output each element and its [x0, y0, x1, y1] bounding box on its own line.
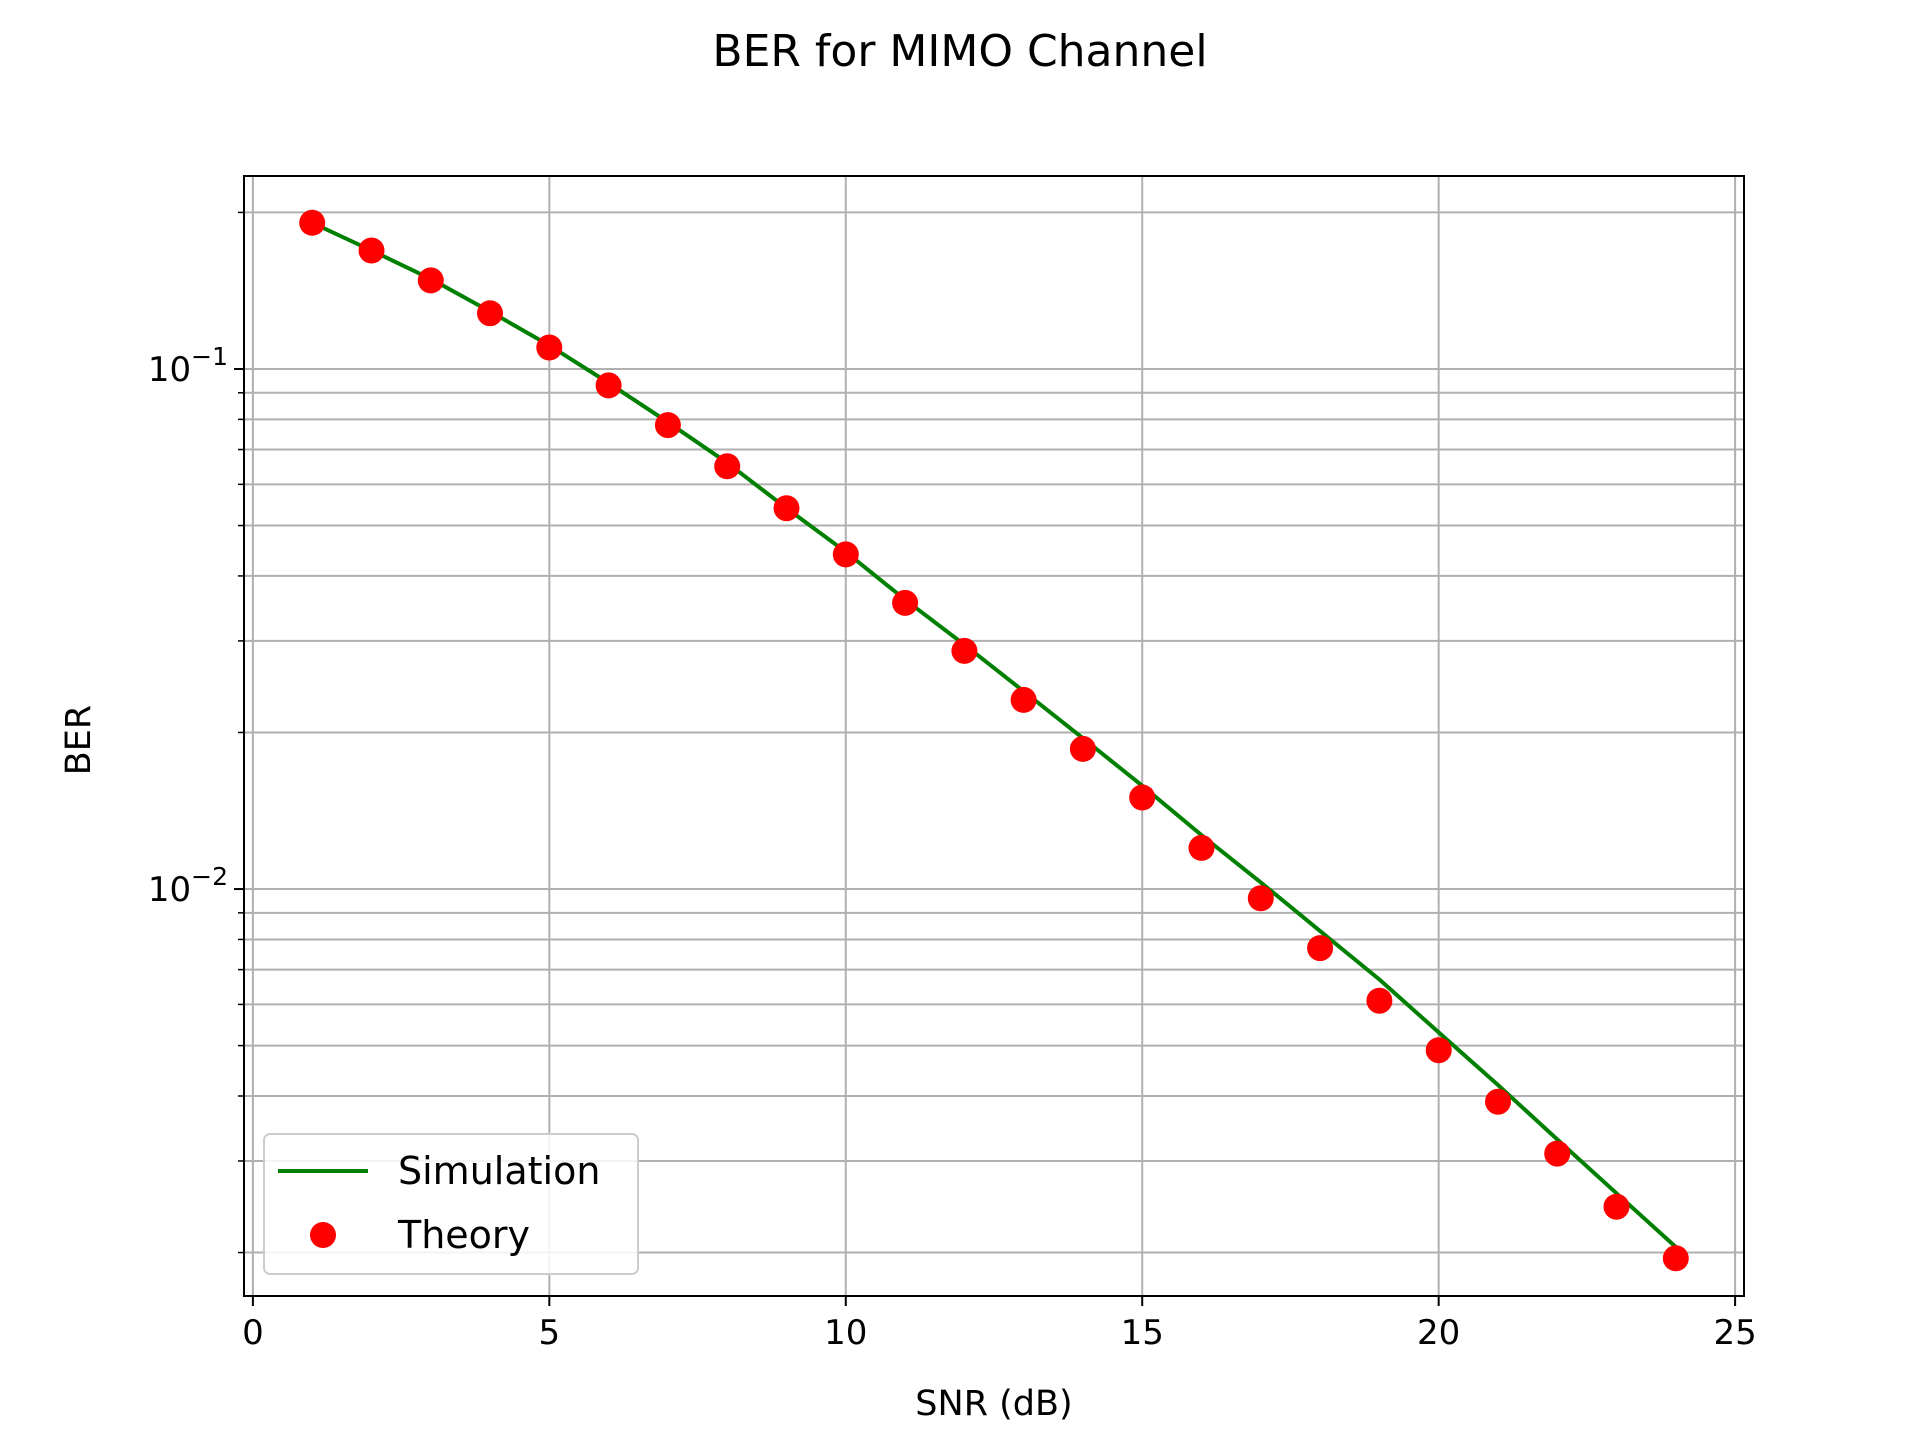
x-axis-ticks: 0 5 10 15 20 25	[242, 1296, 1757, 1353]
theory-point	[1307, 935, 1334, 962]
theory-point	[358, 237, 385, 264]
theory-point	[595, 372, 622, 399]
theory-point	[1129, 784, 1156, 811]
theory-point	[1544, 1140, 1571, 1167]
theory-point	[1010, 686, 1037, 713]
x-tick-label: 5	[539, 1313, 561, 1353]
x-tick-label: 25	[1713, 1313, 1756, 1353]
y-tick-label: 10−2	[148, 862, 228, 910]
x-tick-label: 20	[1417, 1313, 1460, 1353]
theory-point	[1366, 987, 1393, 1014]
theory-series	[299, 209, 1689, 1272]
legend-simulation-label: Simulation	[398, 1149, 600, 1193]
theory-point	[1188, 834, 1215, 861]
simulation-series	[311, 220, 1678, 1249]
legend: Simulation Theory	[263, 1133, 639, 1275]
x-tick-label: 15	[1121, 1313, 1164, 1353]
grid	[244, 176, 1744, 1296]
y-axis-ticks: 10−2 10−1	[148, 211, 244, 1254]
theory-point	[536, 334, 563, 361]
theory-point	[892, 589, 919, 616]
chart-title: BER for MIMO Channel	[712, 26, 1207, 77]
legend-theory-label: Theory	[397, 1213, 530, 1257]
theory-point	[1247, 885, 1274, 912]
legend-theory-swatch	[310, 1222, 336, 1248]
simulation-line	[311, 220, 1678, 1249]
theory-point	[299, 209, 326, 236]
x-axis-label: SNR (dB)	[915, 1384, 1072, 1424]
theory-point	[654, 412, 681, 439]
theory-point	[951, 637, 978, 664]
theory-point	[1485, 1088, 1511, 1115]
theory-point	[477, 300, 503, 327]
plot-frame	[243, 175, 1745, 1297]
y-tick-label: 10−1	[148, 342, 228, 390]
x-tick-label: 10	[824, 1313, 867, 1353]
theory-point	[773, 495, 800, 522]
theory-point	[1662, 1245, 1689, 1272]
y-axis-label: BER	[59, 705, 99, 775]
x-tick-label: 0	[242, 1313, 264, 1353]
theory-point	[1069, 735, 1096, 762]
theory-point	[417, 267, 444, 294]
theory-point	[714, 453, 741, 480]
theory-point	[1603, 1193, 1630, 1220]
theory-point	[1425, 1037, 1452, 1064]
theory-point	[832, 541, 859, 568]
